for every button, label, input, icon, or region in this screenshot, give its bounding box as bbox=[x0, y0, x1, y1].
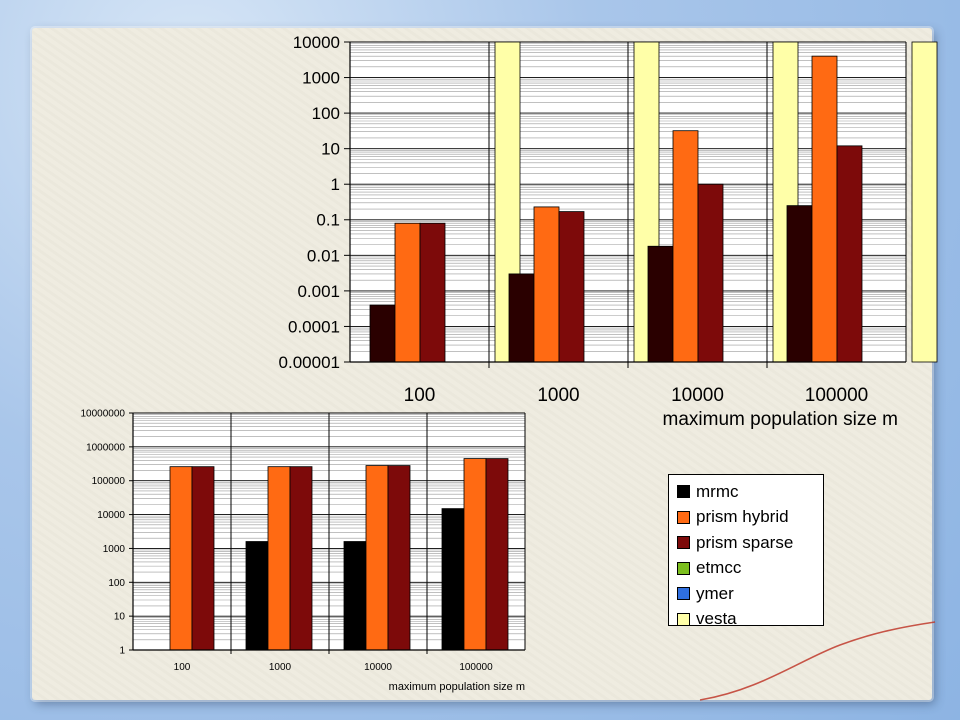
legend-label: mrmc bbox=[696, 481, 739, 501]
y-tick-label: 10000 bbox=[97, 510, 125, 521]
x-tick-label: 1000 bbox=[537, 385, 579, 406]
y-tick-label: 100 bbox=[108, 578, 125, 589]
x-tick-label: 1000 bbox=[269, 662, 292, 673]
x-tick-label: 100 bbox=[174, 662, 191, 673]
y-tick-label: 10000000 bbox=[81, 409, 126, 420]
legend-label: prism hybrid bbox=[696, 507, 789, 527]
y-tick-label: 0.001 bbox=[297, 282, 340, 301]
bar-mrmc-1000 bbox=[508, 273, 535, 363]
x-tick-label: 100000 bbox=[805, 385, 868, 406]
bar-prism-sparse-10000 bbox=[697, 183, 724, 363]
x-tick-label: 100000 bbox=[459, 662, 493, 673]
legend-item-etmcc: etmcc bbox=[677, 556, 823, 582]
bar-prism-hybrid-100000 bbox=[463, 458, 487, 651]
y-tick-label: 1000000 bbox=[86, 442, 125, 453]
y-tick-label: 1 bbox=[331, 175, 340, 194]
bar-mrmc-10000 bbox=[343, 541, 367, 651]
bar-prism-hybrid-1000 bbox=[267, 466, 291, 651]
legend-item-prism-hybrid: prism hybrid bbox=[677, 505, 823, 531]
bar-prism-sparse-100 bbox=[419, 222, 446, 363]
top-chart: 10000 1000 100 10 1 0.1 0.01 0.001 0.0001 0.00001… bbox=[279, 33, 938, 430]
y-tick-label: 10 bbox=[114, 612, 126, 623]
bar-mrmc-100000 bbox=[441, 508, 465, 651]
y-tick-label: 0.00001 bbox=[279, 353, 340, 372]
y-tick-label: 0.1 bbox=[316, 211, 340, 230]
chart-legend: mrmc prism hybrid prism sparse etmcc yme… bbox=[668, 474, 824, 628]
x-tick-label: 10000 bbox=[671, 385, 724, 406]
bar-prism-sparse-10000 bbox=[387, 465, 411, 651]
y-tick-label: 0.01 bbox=[307, 246, 340, 265]
bar-mrmc-100 bbox=[369, 304, 396, 363]
x-tick-label: 10000 bbox=[364, 662, 392, 673]
bar-prism-hybrid-1000 bbox=[533, 206, 560, 363]
legend-label: vesta bbox=[696, 609, 737, 629]
y-tick-label: 1 bbox=[119, 646, 125, 657]
bar-mrmc-100000 bbox=[786, 205, 813, 363]
bar-prism-hybrid-100 bbox=[394, 222, 421, 363]
bar-mrmc-1000 bbox=[245, 541, 269, 651]
bar-prism-sparse-100 bbox=[191, 466, 215, 651]
bar-prism-hybrid-10000 bbox=[365, 465, 389, 651]
bottom-chart: 10000000 1000000 100000 10000 1000 100 10 1 100 1… bbox=[81, 409, 526, 693]
x-axis-title: maximum population size m bbox=[663, 409, 898, 430]
legend-item-mrmc: mrmc bbox=[677, 479, 823, 505]
bar-prism-sparse-100000 bbox=[485, 458, 509, 651]
legend-label: etmcc bbox=[696, 558, 742, 578]
legend-swatch bbox=[677, 536, 690, 550]
y-tick-label: 1000 bbox=[302, 69, 340, 88]
legend-item-vesta: vesta bbox=[677, 607, 823, 633]
legend-swatch bbox=[677, 612, 690, 626]
y-tick-label: 0.0001 bbox=[288, 317, 340, 336]
y-tick-label: 100000 bbox=[92, 476, 126, 487]
y-tick-label: 10 bbox=[321, 140, 340, 159]
bar-prism-sparse-1000 bbox=[289, 466, 313, 651]
legend-swatch bbox=[677, 561, 690, 575]
bar-vesta-100000 bbox=[911, 41, 938, 363]
legend-swatch bbox=[677, 485, 690, 499]
bar-prism-sparse-1000 bbox=[558, 211, 585, 363]
bar-mrmc-10000 bbox=[647, 245, 674, 363]
bar-prism-hybrid-100000 bbox=[811, 55, 838, 363]
y-tick-label: 100 bbox=[312, 104, 340, 123]
x-axis-title: maximum population size m bbox=[389, 681, 525, 693]
bar-prism-sparse-100000 bbox=[836, 145, 863, 363]
red-thread-decoration bbox=[699, 621, 936, 701]
legend-swatch bbox=[677, 587, 690, 601]
legend-swatch bbox=[677, 510, 690, 524]
y-tick-label: 1000 bbox=[103, 544, 126, 555]
x-tick-label: 100 bbox=[404, 385, 436, 406]
legend-item-prism-sparse: prism sparse bbox=[677, 530, 823, 556]
bar-prism-hybrid-10000 bbox=[672, 130, 699, 363]
legend-item-ymer: ymer bbox=[677, 581, 823, 607]
y-tick-label: 10000 bbox=[293, 33, 340, 52]
legend-label: ymer bbox=[696, 583, 734, 603]
legend-label: prism sparse bbox=[696, 532, 794, 552]
bar-prism-hybrid-100 bbox=[169, 466, 193, 651]
